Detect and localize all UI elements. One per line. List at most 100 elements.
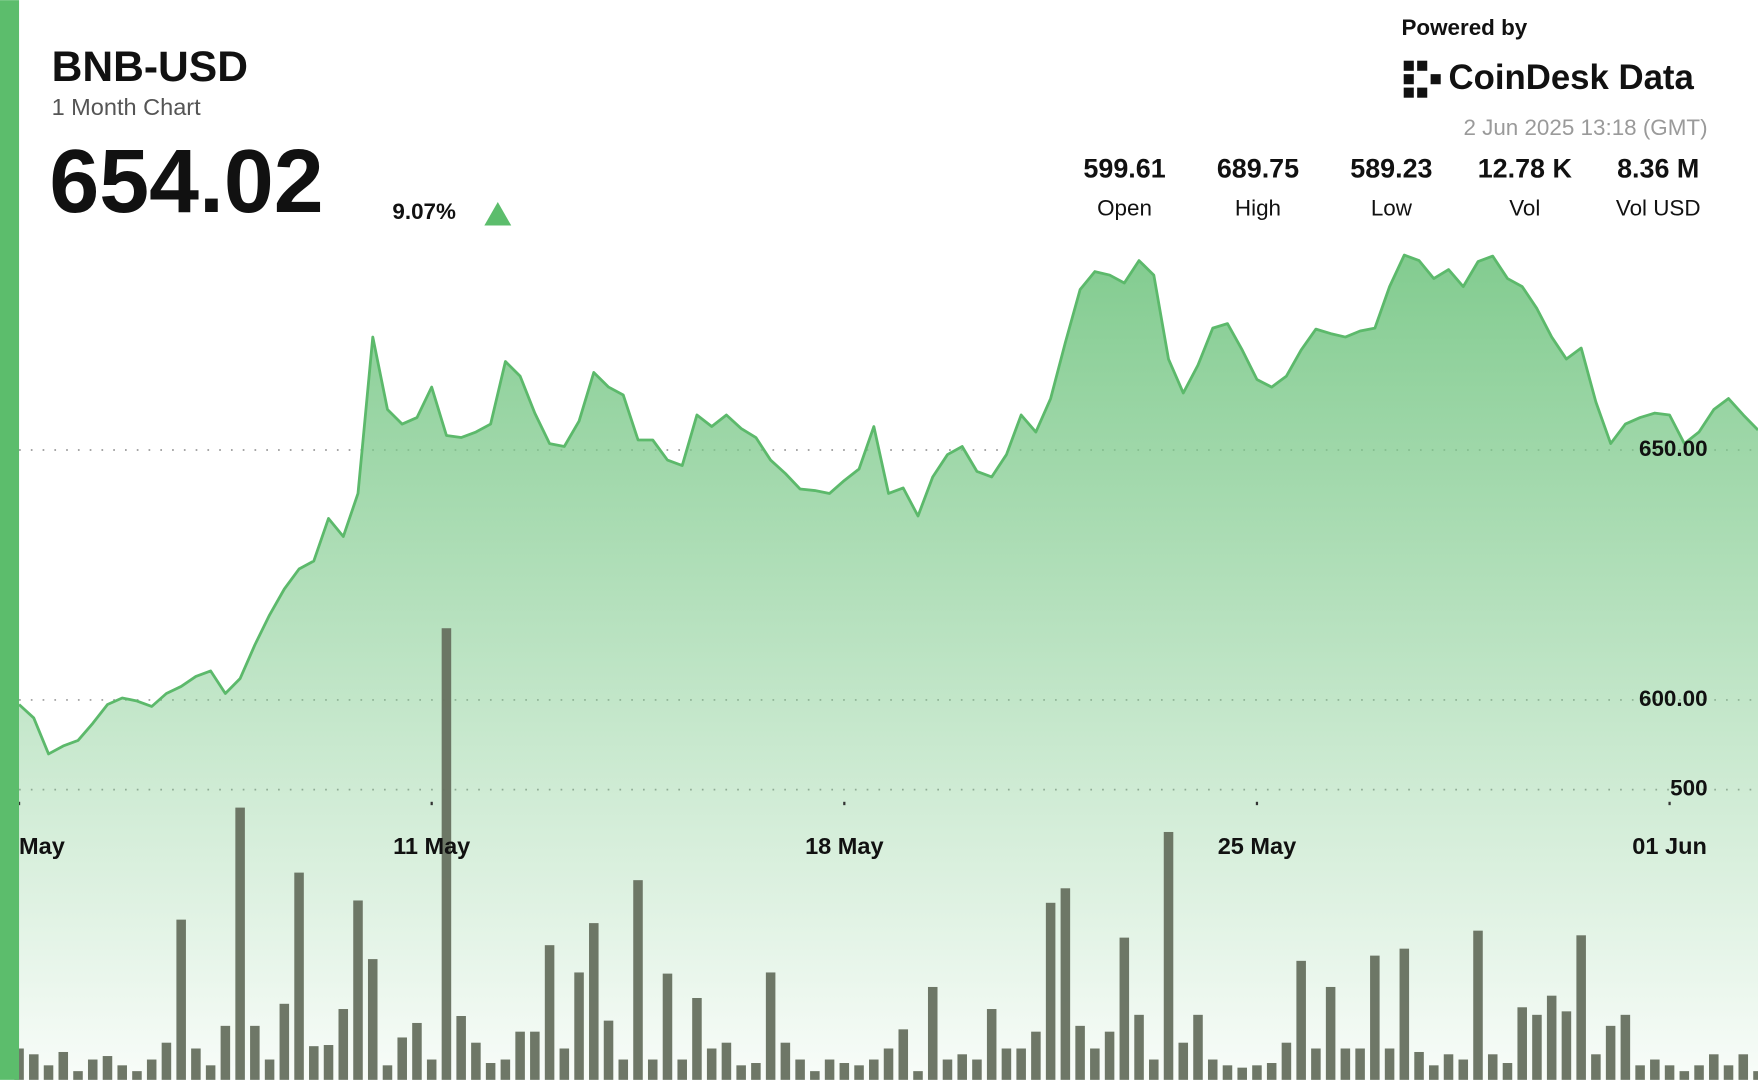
volume-bar: [205, 1065, 216, 1080]
volume-bar: [382, 1065, 393, 1080]
volume-bar: [662, 973, 673, 1080]
volume-bar: [1753, 1071, 1758, 1080]
volume-bar: [1178, 1042, 1189, 1080]
volume-bar: [515, 1031, 525, 1080]
volume-bar: [1517, 1007, 1527, 1080]
volume-bar: [986, 1009, 997, 1080]
stat-label: Vol: [1509, 196, 1540, 221]
y-tick-label: 600.00: [1639, 686, 1708, 711]
volume-bar: [618, 1059, 629, 1080]
volume-bar: [161, 1042, 172, 1080]
volume-bar: [869, 1059, 879, 1080]
volume-bar: [1031, 1031, 1041, 1080]
ticker: BNB-USD: [52, 43, 248, 91]
volume-bar: [1473, 930, 1483, 1080]
volume-bar: [1252, 1065, 1262, 1080]
volume-bar: [1370, 955, 1380, 1080]
volume-bar: [441, 628, 452, 1080]
volume-bar: [426, 1059, 437, 1080]
volume-bar: [1650, 1059, 1660, 1080]
timestamp: 2 Jun 2025 13:18 (GMT): [1463, 115, 1707, 140]
volume-bar: [824, 1059, 835, 1080]
change: 9.07%: [392, 199, 456, 224]
volume-bar: [1237, 1067, 1247, 1080]
y-tick-label: 650.00: [1639, 436, 1708, 461]
volume-bar: [692, 997, 702, 1080]
volume-bar: [220, 1025, 231, 1080]
volume-bar: [471, 1042, 481, 1080]
stat-value: 8.36 M: [1617, 154, 1699, 184]
stat-label: High: [1235, 196, 1281, 221]
volume-bar: [751, 1063, 761, 1080]
volume-bar: [603, 1020, 614, 1080]
volume-bar: [677, 1059, 687, 1080]
volume-bar: [1664, 1065, 1675, 1080]
volume-bar: [1546, 995, 1557, 1080]
volume-bar: [1001, 1048, 1012, 1080]
volume-bar: [132, 1071, 142, 1080]
y2-tick-label: 500: [1670, 776, 1707, 801]
volume-bar: [412, 1022, 422, 1080]
x-tick-label: 25 May: [1218, 833, 1297, 859]
volume-bar: [647, 1059, 658, 1080]
volume-bar: [1620, 1014, 1631, 1080]
volume-bar: [1281, 1042, 1292, 1080]
volume-bar: [1429, 1065, 1439, 1080]
volume-bar: [1193, 1014, 1203, 1080]
volume-bar: [589, 923, 599, 1080]
x-tick-label: 18 May: [805, 833, 884, 859]
stat-label: Vol USD: [1616, 196, 1701, 221]
volume-bar: [559, 1048, 570, 1080]
volume-bar: [942, 1059, 953, 1080]
volume-bar: [913, 1071, 923, 1080]
volume-bar: [1222, 1065, 1233, 1080]
volume-bar: [294, 872, 304, 1080]
volume-bar: [191, 1048, 201, 1080]
volume-bar: [102, 1056, 113, 1080]
stat-value: 599.61: [1083, 154, 1165, 184]
brand: CoinDesk Data: [1449, 59, 1695, 97]
volume-bar: [146, 1059, 157, 1080]
plot: 600.00 650.00 500 May 11 May 18 May 25 May 01 J…: [14, 253, 1758, 1080]
volume-bar: [353, 900, 363, 1080]
volume-bar: [250, 1025, 260, 1080]
stat-value: 589.23: [1350, 154, 1432, 184]
volume-bar: [544, 945, 555, 1080]
powered-by: Powered by: [1401, 15, 1527, 40]
volume-bar: [176, 919, 186, 1080]
stat-label: Low: [1371, 196, 1413, 221]
volume-bar: [1443, 1054, 1454, 1080]
volume-bar: [1045, 902, 1056, 1080]
volume-bar: [854, 1065, 864, 1080]
x-tick-label: May: [19, 833, 65, 859]
volume-bar: [235, 807, 245, 1080]
x-tick-label: 01 Jun: [1632, 833, 1707, 859]
accent-bar: [0, 0, 20, 1080]
volume-bar: [1311, 1048, 1321, 1080]
volume-bar: [485, 1063, 496, 1080]
volume-bar: [1532, 1014, 1542, 1080]
price-line: [18, 253, 1758, 756]
volume-bar: [1090, 1048, 1100, 1080]
volume-bar: [810, 1071, 820, 1080]
volume-bar: [456, 1015, 466, 1080]
volume-bar: [706, 1048, 717, 1080]
volume-bar: [58, 1051, 69, 1080]
volume-bar: [397, 1037, 407, 1080]
volume-bar: [795, 1059, 805, 1080]
volume-bar: [43, 1065, 54, 1080]
volume-bar: [1296, 960, 1306, 1080]
stat-value: 689.75: [1217, 154, 1299, 184]
volume-bar: [323, 1045, 334, 1080]
price: 654.02: [49, 132, 323, 232]
volume-bar: [898, 1029, 909, 1080]
volume-bar: [338, 1009, 349, 1080]
volume-bar: [780, 1042, 791, 1080]
stats: 599.61 Open 689.75 High 589.23 Low 12.78 K Vol 8…: [1083, 154, 1700, 221]
logo-icon: [1403, 60, 1441, 98]
volume-bar: [1561, 1011, 1572, 1080]
volume-bar: [1679, 1071, 1690, 1080]
volume-bar: [279, 1003, 290, 1080]
